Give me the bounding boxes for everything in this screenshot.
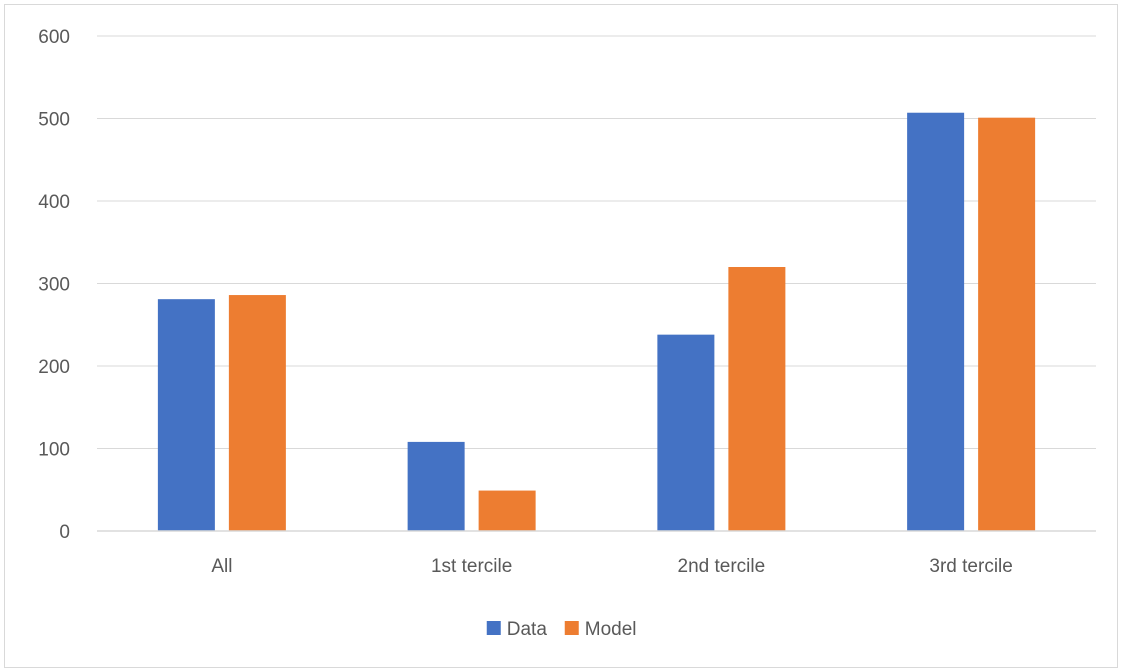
x-tick-label: 3rd tercile xyxy=(929,556,1012,577)
bar-data-2 xyxy=(657,334,715,531)
legend-label-model: Model xyxy=(585,619,637,640)
legend-swatch-model xyxy=(564,621,579,635)
y-tick-label: 100 xyxy=(38,440,70,461)
bar-data-3 xyxy=(907,112,965,531)
y-axis-ticks: 0 100 200 300 400 500 600 xyxy=(38,27,70,543)
bar-data-1 xyxy=(407,441,465,531)
bars xyxy=(157,112,1036,532)
bar-model-2 xyxy=(728,267,786,531)
y-tick-label: 300 xyxy=(38,275,70,296)
x-tick-label: All xyxy=(211,556,232,577)
legend-swatch-data xyxy=(486,621,501,635)
bar-model-1 xyxy=(478,490,536,531)
y-tick-label: 500 xyxy=(38,110,70,131)
x-axis-ticks: All 1st tercile 2nd tercile 3rd tercile xyxy=(211,556,1013,577)
y-tick-label: 0 xyxy=(59,522,70,543)
legend-label-data: Data xyxy=(507,619,548,640)
y-tick-label: 200 xyxy=(38,357,70,378)
bar-model-3 xyxy=(978,117,1036,532)
bar-data-0 xyxy=(157,299,215,531)
bar-model-0 xyxy=(228,295,286,531)
y-tick-label: 600 xyxy=(38,27,70,48)
x-tick-label: 1st tercile xyxy=(431,556,512,577)
y-tick-label: 400 xyxy=(38,192,70,213)
x-tick-label: 2nd tercile xyxy=(678,556,766,577)
legend: Data Model xyxy=(486,619,637,640)
